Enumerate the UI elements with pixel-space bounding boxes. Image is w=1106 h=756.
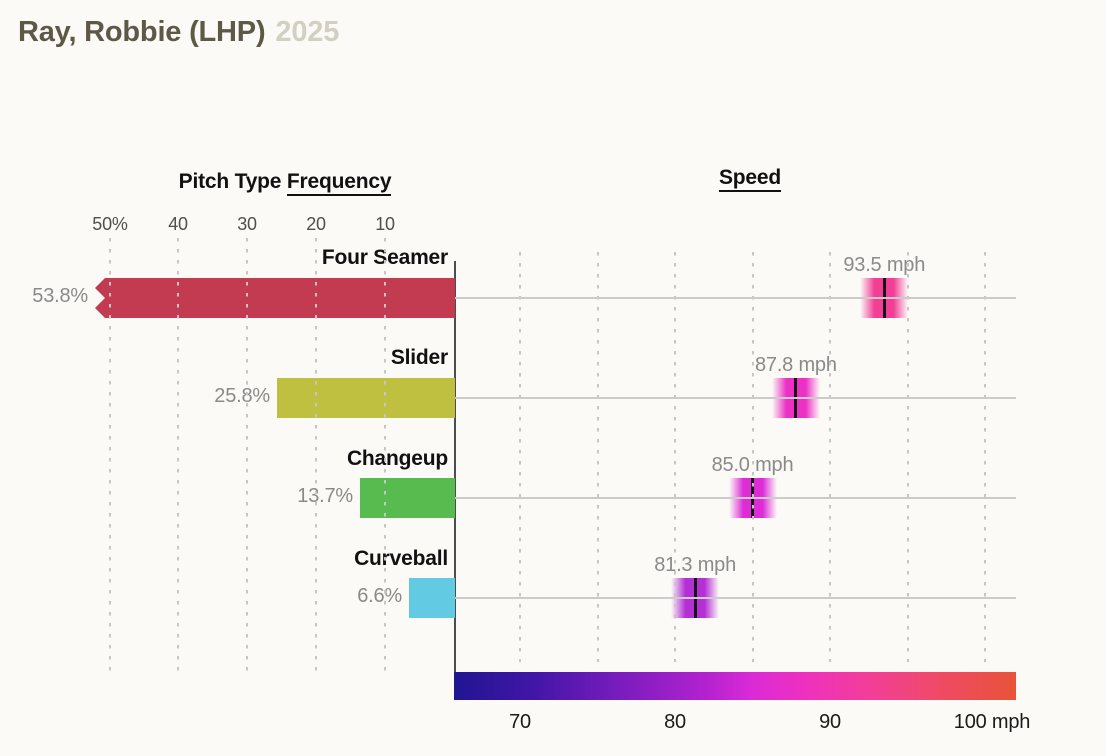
- dashed-gridline: [752, 252, 754, 662]
- dashed-gridline: [315, 238, 317, 675]
- freq-value-slider: 25.8%: [214, 385, 270, 407]
- speed-tick-80: 80: [664, 711, 686, 733]
- dashed-gridline: [109, 238, 111, 675]
- frequency-title-underlined: Frequency: [286, 170, 392, 196]
- dashed-gridline: [674, 252, 676, 662]
- speed-title-underlined: Speed: [718, 166, 781, 192]
- freq-tick-50: 50%: [92, 214, 128, 234]
- page-title: Ray, Robbie (LHP) 2025: [18, 16, 339, 49]
- dashed-gridline: [519, 252, 521, 662]
- pitch-label-slider: Slider: [390, 346, 448, 369]
- speed-value-four-seamer: 93.5 mph: [843, 254, 926, 276]
- dashed-gridline: [177, 238, 179, 675]
- freq-tick-10: 10: [375, 214, 395, 234]
- row-baseline: [455, 497, 1016, 499]
- speed-chart-title: Speed: [460, 166, 1040, 192]
- pitch-label-changeup: Changeup: [346, 447, 448, 470]
- frequency-chart-title: Pitch Type Frequency: [100, 170, 470, 196]
- freq-bar-four-seamer: [95, 278, 455, 318]
- speed-tick-100mph: 100 mph: [953, 711, 1031, 733]
- freq-tick-20: 20: [306, 214, 326, 234]
- row-baseline: [455, 297, 1016, 299]
- dashed-gridline: [597, 252, 599, 662]
- dashed-gridline: [907, 252, 909, 662]
- pitch-label-four-seamer: Four Seamer: [321, 246, 448, 269]
- frequency-title-prefix: Pitch Type: [178, 170, 287, 193]
- player-name: Ray, Robbie (LHP): [18, 16, 266, 48]
- row-baseline: [455, 597, 1016, 599]
- row-baseline: [455, 397, 1016, 399]
- dashed-gridline: [829, 252, 831, 662]
- speed-tick-90: 90: [819, 711, 841, 733]
- freq-value-changeup: 13.7%: [297, 485, 353, 507]
- dashed-gridline: [384, 238, 386, 675]
- freq-value-four-seamer: 53.8%: [32, 285, 88, 307]
- speed-colorbar: [454, 672, 1016, 700]
- freq-bar-curveball: [409, 578, 455, 618]
- speed-value-slider: 87.8 mph: [754, 354, 837, 376]
- speed-tick-70: 70: [509, 711, 531, 733]
- dashed-gridline: [246, 238, 248, 675]
- freq-bar-changeup: [360, 478, 455, 518]
- freq-tick-30: 30: [237, 214, 257, 234]
- season-year: 2025: [275, 16, 340, 48]
- dashed-gridline: [984, 252, 986, 662]
- freq-tick-40: 40: [168, 214, 188, 234]
- freq-value-curveball: 6.6%: [357, 585, 402, 607]
- center-axis-line: [454, 261, 456, 672]
- freq-bar-slider: [277, 378, 455, 418]
- pitch-label-curveball: Curveball: [354, 547, 448, 570]
